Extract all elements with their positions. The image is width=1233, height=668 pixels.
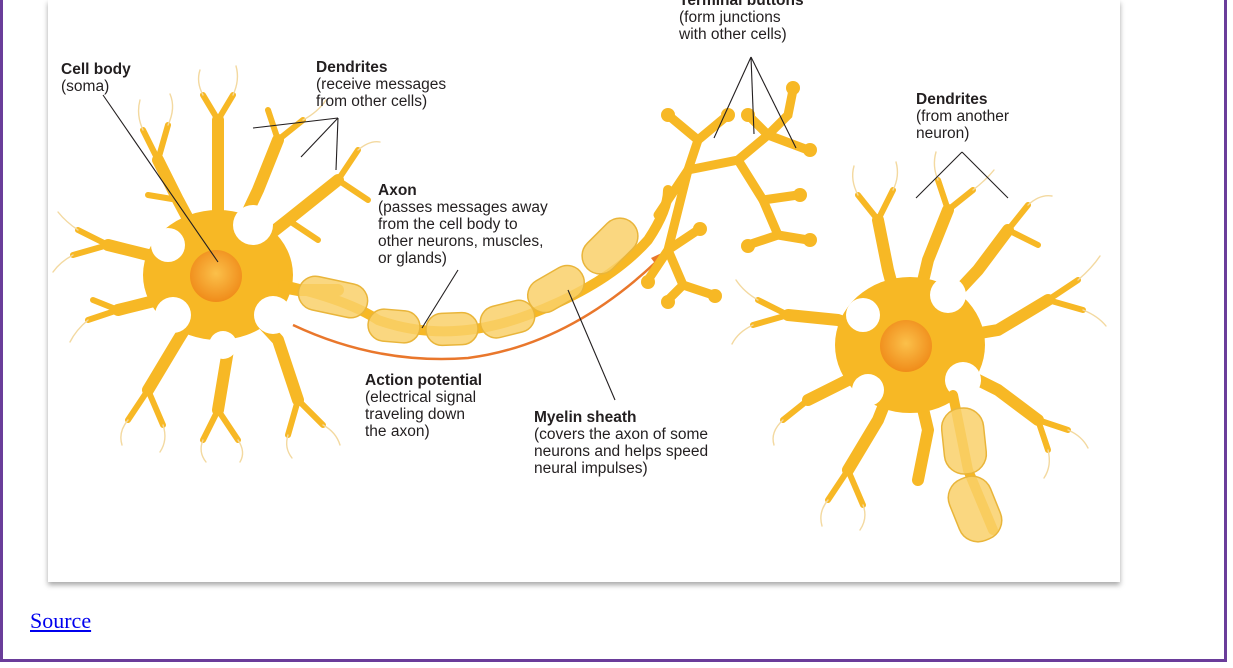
axon-desc-4: or glands) xyxy=(378,250,447,267)
label-axon: Axon (passes messages away from the cell… xyxy=(378,182,548,267)
myelin-sheath-desc-1: (covers the axon of some xyxy=(534,426,709,443)
action-potential-desc-3: the axon) xyxy=(365,423,430,440)
label-dendrites-right: Dendrites (from another neuron) xyxy=(916,91,1009,142)
axon-desc-1: (passes messages away xyxy=(378,199,548,216)
neuron-diagram xyxy=(52,56,1107,543)
action-potential-desc-2: traveling down xyxy=(365,406,465,423)
left-neuron xyxy=(52,65,381,463)
cell-body-desc: (soma) xyxy=(61,78,110,95)
terminal-buttons-desc-2: with other cells) xyxy=(679,26,787,43)
dendrites-right-desc-2: neuron) xyxy=(916,125,970,142)
source-link[interactable]: Source xyxy=(30,608,92,633)
dendrites-right-title: Dendrites xyxy=(916,91,988,108)
dendrites-left-desc-1: (receive messages xyxy=(316,76,447,93)
right-neuron xyxy=(731,151,1107,543)
label-terminal-buttons: Terminal buttons (form junctions with ot… xyxy=(679,0,804,43)
axon-terminals xyxy=(643,85,813,305)
myelin-sheath-title: Myelin sheath xyxy=(534,409,637,426)
dendrites-left-title: Dendrites xyxy=(316,59,388,76)
myelin-sheath-desc-2: neurons and helps speed xyxy=(534,443,709,460)
axon-title: Axon xyxy=(378,182,417,199)
myelin-sheath-desc-3: neural impulses) xyxy=(534,460,648,477)
right-nucleus xyxy=(880,320,932,372)
label-dendrites-left: Dendrites (receive messages from other c… xyxy=(316,59,446,110)
axon xyxy=(278,185,673,347)
dendrites-left-desc-2: from other cells) xyxy=(316,93,428,110)
action-potential-desc-1: (electrical signal xyxy=(365,389,477,406)
label-myelin-sheath: Myelin sheath (covers the axon of some n… xyxy=(534,409,708,477)
axon-desc-3: other neurons, muscles, xyxy=(378,233,544,250)
dendrites-right-desc-1: (from another xyxy=(916,108,1010,125)
left-nucleus xyxy=(190,250,242,302)
axon-desc-2: from the cell body to xyxy=(378,216,518,233)
label-action-potential: Action potential (electrical signal trav… xyxy=(365,372,482,440)
diagram-panel: Terminal buttons (form junctions with ot… xyxy=(48,0,1120,582)
label-cell-body: Cell body (soma) xyxy=(61,61,131,95)
terminal-buttons-desc-1: (form junctions xyxy=(679,9,781,26)
terminal-knobs xyxy=(641,81,817,309)
action-potential-title: Action potential xyxy=(365,372,483,389)
cell-body-title: Cell body xyxy=(61,61,131,78)
leader-lines xyxy=(102,56,1009,401)
terminal-buttons-title: Terminal buttons xyxy=(679,0,804,9)
